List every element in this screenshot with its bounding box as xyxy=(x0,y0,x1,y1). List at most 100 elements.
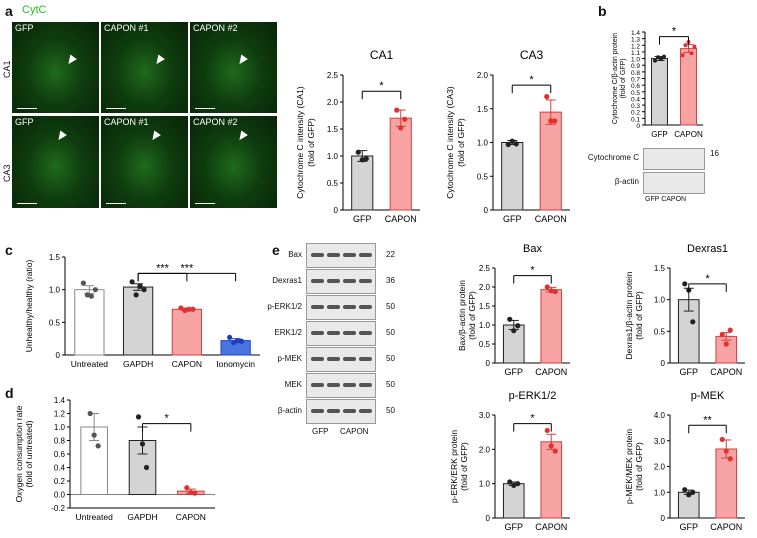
bar-gfp xyxy=(501,142,524,211)
y-tick-label: 3.0 xyxy=(654,437,666,446)
chart-pmek: p-MEK 0 1.0 2.0 3.0 4.0 p-MEK/MEK protein (fold… xyxy=(624,390,745,532)
bar-gapdh xyxy=(123,286,154,356)
y-tick-label: 2.5 xyxy=(479,264,491,273)
y-tick-label: 0 xyxy=(661,514,666,523)
blot-label-bactin: β-actin xyxy=(614,177,639,186)
x-tick-label: CAPON xyxy=(172,359,202,369)
chart-ca3: CA3 0 0.5 1.0 1.5 2.0 Cytochrome C intensity (… xyxy=(445,48,570,224)
blot-e-band xyxy=(306,269,376,294)
x-tick-label: CAPON xyxy=(385,214,417,224)
data-point xyxy=(133,292,139,298)
data-point xyxy=(656,55,660,60)
chart-title: CA1 xyxy=(370,48,394,62)
x-tick-label: Untreated xyxy=(75,512,113,522)
x-tick-label: GFP xyxy=(679,522,698,532)
arrowhead-icon xyxy=(236,130,248,143)
panel-letter-e: e xyxy=(272,242,280,258)
panel-letter-b: b xyxy=(598,3,607,19)
y-axis-label: Dexras1/β-actin protein xyxy=(624,271,634,359)
y-tick-label: 1.0 xyxy=(654,488,666,497)
panel-letter-d: d xyxy=(5,385,14,401)
bar-capon xyxy=(680,48,697,126)
y-tick-label: 0.8 xyxy=(54,437,66,446)
data-point xyxy=(544,427,550,434)
blot-e-band xyxy=(306,243,376,268)
sig-stars: * xyxy=(529,74,534,86)
data-point xyxy=(683,43,688,48)
y-axis-label: Oxygen consumption rate xyxy=(14,405,24,502)
bar-capon xyxy=(539,111,562,211)
band-streak xyxy=(327,305,340,309)
scale-bar xyxy=(17,203,37,204)
data-point xyxy=(515,323,521,329)
blot-e-label: ERK1/2 xyxy=(274,328,302,337)
chart-title: CA3 xyxy=(520,48,544,62)
band-streak xyxy=(311,409,324,413)
x-tick-label: Untreated xyxy=(71,359,109,369)
y-axis-label: (fold of GFP) xyxy=(634,291,644,340)
band-streak xyxy=(327,409,340,413)
band-streak xyxy=(327,253,340,257)
sig-stars: *** xyxy=(180,262,194,274)
data-point xyxy=(402,116,408,122)
data-point xyxy=(552,288,558,295)
chart-title: Dexras1 xyxy=(687,243,728,255)
data-point xyxy=(355,149,361,155)
band-streak xyxy=(311,305,324,309)
blot-e-label: p-MEK xyxy=(277,354,302,363)
y-axis-label: p-MEK/MEK protein xyxy=(624,429,634,504)
chart-title: Bax xyxy=(523,243,542,255)
blot-label-cytc: Cytochrome C xyxy=(587,153,639,162)
y-tick-label: 0 xyxy=(486,359,491,368)
data-point xyxy=(511,328,517,334)
chart-title: p-MEK xyxy=(691,390,725,402)
data-point xyxy=(192,490,198,496)
y-tick-label: 0.5 xyxy=(477,172,489,181)
x-tick-label: GFP xyxy=(504,367,523,377)
y-tick-label: 1.3 xyxy=(631,37,640,44)
x-tick-label: CAPON xyxy=(535,522,567,532)
y-tick-label: 0.7 xyxy=(631,77,640,84)
scale-bar xyxy=(195,108,215,109)
data-point xyxy=(515,481,521,487)
sig-stars: * xyxy=(165,413,170,425)
blot-e-lane: CAPON xyxy=(340,427,369,436)
data-point xyxy=(137,283,143,289)
y-axis-label: (fold of GFP) xyxy=(634,442,644,491)
x-tick-label: CAPON xyxy=(710,522,742,532)
blot-e-mw: 22 xyxy=(386,250,395,259)
data-point xyxy=(719,436,725,443)
blot-band-bactin xyxy=(643,172,705,194)
data-point xyxy=(690,489,696,495)
chart-bax: Bax 0 0.5 1.0 1.5 2.0 2.5 Bax/β-actin protein (f… xyxy=(457,243,570,377)
chart-perk: p-ERK1/2 0 1.0 2.0 3.0 p-ERK/ERK protein (fold… xyxy=(449,390,570,532)
micrograph-label: GFP xyxy=(15,23,34,33)
blot-e-band xyxy=(306,295,376,320)
blot-e-label: MEK xyxy=(284,380,302,389)
data-point xyxy=(359,157,365,163)
y-axis-label: Bax/β-actin protein xyxy=(457,280,467,351)
y-tick-label: 0.6 xyxy=(631,83,640,90)
y-axis-label: (fold of GFP) xyxy=(459,442,469,491)
micrograph-ca3-capon1: CAPON #1 xyxy=(101,116,188,208)
data-point xyxy=(231,339,237,346)
data-point xyxy=(84,292,90,298)
data-point xyxy=(507,479,513,485)
data-point xyxy=(682,487,688,493)
y-tick-label: 0 xyxy=(486,514,491,523)
blot-e-label: β-actin xyxy=(277,406,302,415)
x-tick-label: GFP xyxy=(504,522,523,532)
chart-ca1: CA1 0 0.5 1.0 1.5 2.0 2.5 Cytochrome C intensit… xyxy=(295,48,420,224)
data-point xyxy=(659,56,663,61)
band-streak xyxy=(343,357,356,361)
band-streak xyxy=(359,305,372,309)
y-tick-label: 0.5 xyxy=(49,318,61,327)
arrowhead-icon xyxy=(236,54,248,67)
data-point xyxy=(727,327,733,333)
sig-stars: * xyxy=(530,413,535,425)
bar-capon xyxy=(715,448,738,519)
bar-gfp xyxy=(351,155,374,211)
chart-title: p-ERK1/2 xyxy=(509,390,557,402)
x-tick-label: GFP xyxy=(353,214,372,224)
data-point xyxy=(363,156,369,162)
